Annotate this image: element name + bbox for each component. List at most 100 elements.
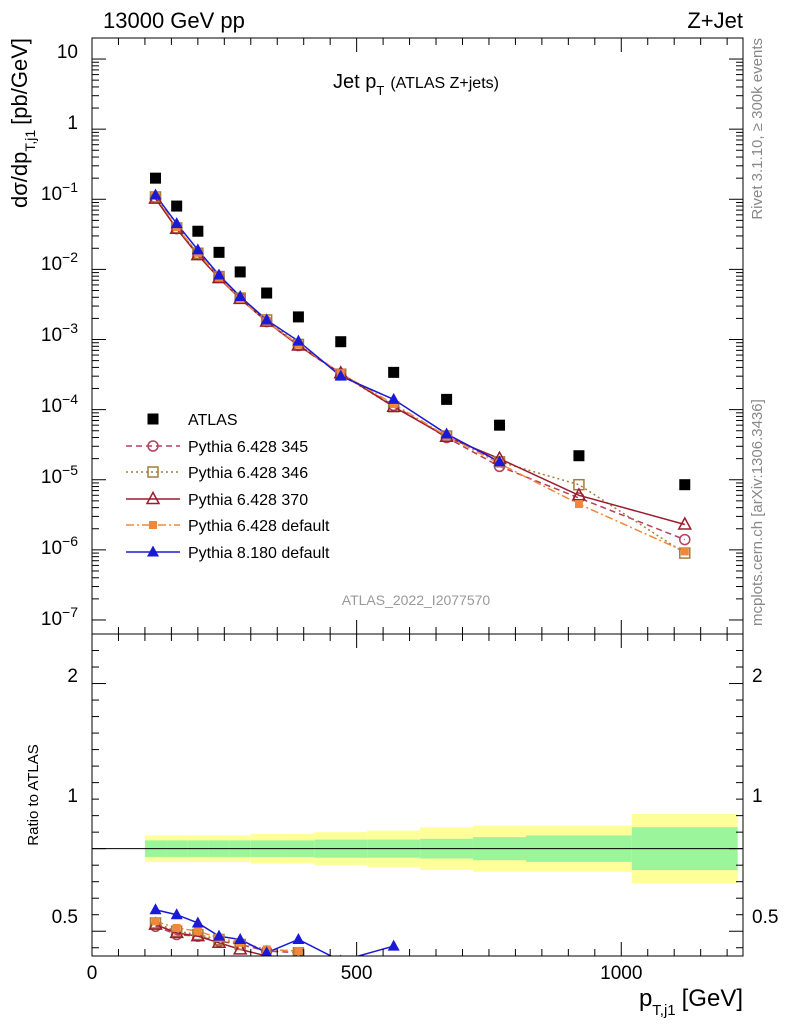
tick-exponent: −1 [62, 179, 78, 195]
data-point-p8 [387, 392, 400, 404]
legend-label-pdef: Pythia 6.428 default [188, 518, 330, 535]
data-point-p8 [260, 313, 273, 325]
x-axis-label-main: p [639, 985, 652, 1012]
ratio-point-p370 [232, 941, 248, 955]
ratio-frame [91, 633, 744, 957]
data-point-p8 [213, 268, 226, 280]
tick-base: 10 [41, 325, 62, 346]
legend-label-ATLAS: ATLAS [188, 412, 238, 429]
legend-marker-p346 [147, 466, 159, 478]
data-point-pdef [680, 547, 689, 556]
legend: ATLAS Pythia 6.428 345 Pythia 6.428 346 Pyt… [126, 412, 330, 562]
ratio-point-p8 [191, 916, 204, 928]
y-axis-label-main: dσ/dpT,j1 [pb/GeV] [7, 38, 38, 208]
main-tick-label-1e-1: 10−1 [41, 179, 78, 205]
main-tick-label-1e-5: 10−5 [41, 462, 78, 488]
ratio-point-pdef [172, 923, 181, 932]
legend-marker-ATLAS [147, 413, 159, 425]
ratio-line-p346 [155, 922, 241, 946]
data-point-p8 [292, 334, 305, 346]
data-point-ATLAS [213, 246, 225, 258]
plot-title: Jet pT (ATLAS Z+jets) [333, 71, 499, 98]
legend-marker-p345 [147, 440, 159, 452]
tick-base: 10 [41, 254, 62, 275]
legend-label-p8: Pythia 8.180 default [188, 545, 330, 562]
legend-marker-pdef [149, 521, 157, 529]
x-axis-label: pT,j1 [GeV] [639, 985, 743, 1019]
main-tick-label-1: 1 [67, 113, 78, 134]
legend-label-p370: Pythia 6.428 370 [188, 492, 308, 509]
ratio-point-p8 [213, 929, 226, 941]
x-axis-label-unit: [GeV] [682, 985, 743, 1012]
tick-base: 10 [41, 538, 62, 559]
data-point-p8 [440, 427, 453, 439]
ratio-point-p8 [149, 903, 162, 915]
x-axis-label-sub: T,j1 [652, 1002, 675, 1019]
data-point-ATLAS [335, 336, 347, 348]
data-point-p370 [571, 487, 587, 501]
data-point-p8 [234, 290, 247, 302]
ratio-point-p8 [170, 908, 183, 920]
rivet-text: Rivet 3.1.10, ≥ 300k events [749, 38, 766, 220]
y-axis-label-main-text: dσ/dp [7, 152, 32, 208]
x-tick-label-0: 0 [87, 963, 98, 984]
data-point-pdef [574, 500, 583, 509]
data-point-ATLAS [573, 450, 585, 462]
data-point-ATLAS [679, 479, 691, 491]
tick-1: 1 [67, 113, 78, 134]
plot-title-main: Jet p [333, 71, 376, 93]
ratio-point-pdef [151, 917, 160, 926]
main-tick-label-1e-2: 10−2 [41, 249, 78, 275]
main-tick-label-1e-3: 10−3 [41, 320, 78, 346]
tick-base: 10 [41, 609, 62, 630]
ratio-point-p8 [292, 932, 305, 944]
series-line-p345 [154, 197, 686, 541]
ratio-point-pdef [294, 947, 303, 956]
tick-exponent: −5 [62, 462, 78, 478]
data-point-ATLAS [292, 311, 304, 323]
data-point-p8 [493, 455, 506, 467]
main-tick-label-10: 10 [57, 42, 78, 63]
legend-label-p346: Pythia 6.428 346 [188, 465, 308, 482]
y-axis-label-ratio: Ratio to ATLAS [25, 744, 42, 845]
main-series-markers [148, 172, 693, 559]
ratio-point-p8 [387, 939, 400, 951]
data-point-ATLAS [261, 287, 273, 299]
ratio-tick-label-left-1: 1 [67, 786, 78, 807]
data-point-ATLAS [234, 266, 246, 278]
data-point-ATLAS [441, 393, 453, 405]
data-point-ATLAS [192, 225, 204, 237]
axis-ticks [91, 38, 743, 956]
ratio-point-pdef [193, 927, 202, 936]
legend-marker-p8 [147, 545, 159, 557]
x-tick-label-1000: 1000 [600, 963, 642, 984]
data-point-p8 [191, 243, 204, 255]
data-point-p8 [334, 369, 347, 381]
ratio-tick-label-left-2: 2 [67, 666, 78, 687]
ratio-series-lines [155, 909, 394, 956]
plot-title-sub: T [376, 83, 384, 98]
analysis-id: ATLAS_2022_I2077570 [342, 592, 491, 608]
ratio-point-p8 [234, 932, 247, 944]
tick-10: 10 [57, 42, 78, 63]
data-point-ATLAS [171, 200, 183, 212]
data-point-p345 [679, 533, 691, 546]
tick-base: 10 [41, 184, 62, 205]
tick-exponent: −7 [62, 604, 78, 620]
legend-marker-p370 [145, 490, 161, 505]
tick-exponent: −6 [62, 533, 78, 549]
main-tick-label-1e-6: 10−6 [41, 533, 78, 559]
data-point-p8 [149, 188, 162, 200]
plot-title-note: (ATLAS Z+jets) [390, 75, 499, 92]
mcplots-text: mcplots.cern.ch [arXiv:1306.3436] [749, 399, 766, 626]
data-point-ATLAS [150, 172, 162, 184]
ratio-tick-label-right-0.5: 0.5 [752, 907, 778, 928]
ratio-tick-label-left-0.5: 0.5 [52, 907, 78, 928]
ratio-line-p370 [155, 923, 282, 956]
data-point-p370 [677, 516, 693, 530]
tick-base: 10 [41, 396, 62, 417]
ratio-tick-label-right-2: 2 [752, 666, 763, 687]
x-tick-label-500: 500 [341, 963, 373, 984]
